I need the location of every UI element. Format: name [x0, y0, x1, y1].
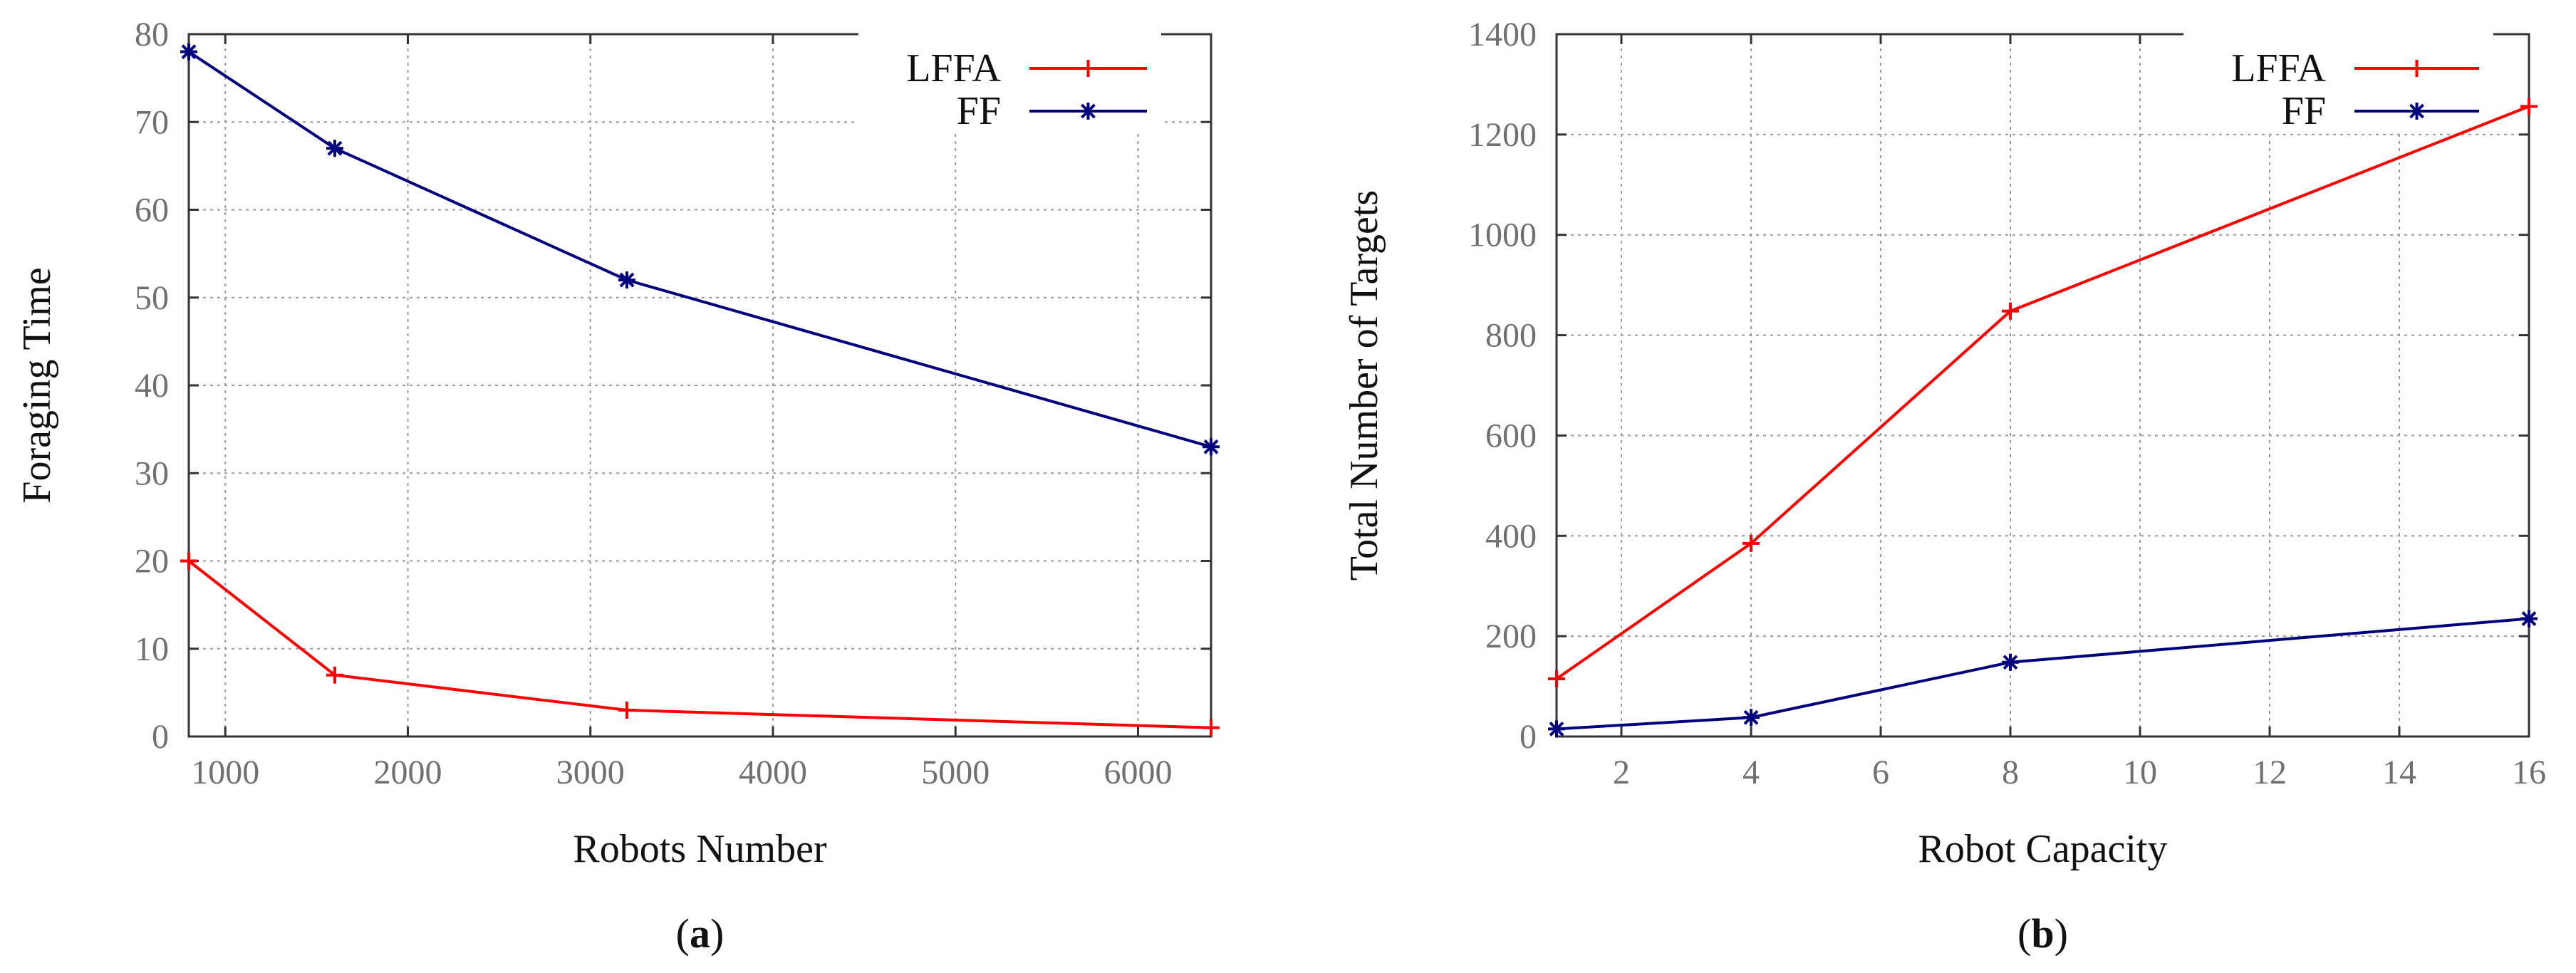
data-point-ff [1743, 709, 1760, 727]
series-ff [1548, 610, 2538, 738]
x-tick-label: 14 [2382, 754, 2416, 791]
series-line-ff [187, 50, 1212, 449]
legend-label-lffa: LFFA [906, 46, 1001, 90]
data-point-ff [2002, 653, 2019, 671]
x-tick-label: 8 [2002, 754, 2019, 791]
y-tick-label: 800 [1485, 317, 1537, 355]
y-tick-label: 20 [135, 543, 169, 581]
legend-label-ff: FF [2282, 89, 2326, 133]
x-axis-label: Robots Number [573, 827, 827, 871]
y-axis-label: Foraging Time [15, 267, 59, 503]
y-tick-label: 80 [135, 16, 169, 53]
data-point-ff [1203, 438, 1220, 456]
x-tick-label: 1000 [191, 754, 259, 791]
x-tick-label: 5000 [921, 754, 990, 791]
x-tick-label: 6000 [1104, 754, 1173, 791]
y-tick-label: 1000 [1468, 217, 1537, 254]
y-tick-label: 30 [135, 454, 169, 492]
data-point-ff [618, 271, 635, 289]
panel-label: (a) [676, 910, 724, 957]
legend-label-lffa: LFFA [2231, 46, 2326, 90]
y-tick-label: 0 [152, 718, 169, 756]
data-point-lffa [326, 666, 343, 684]
y-tick-label: 60 [135, 192, 169, 229]
legend-marker-ff [2408, 103, 2426, 120]
chart-panel-b: 2 4 6 8 10 12 14 16 0 200 400 600 800 1000 1200 1400 Rob… [1342, 16, 2546, 957]
legend-background [2183, 31, 2493, 131]
y-tick-label: 400 [1485, 517, 1537, 555]
series-ff [180, 43, 1220, 456]
x-tick-label: 4 [1743, 754, 1760, 791]
panel-label-open: ( [676, 910, 690, 957]
series-lffa [180, 552, 1220, 737]
x-tick-label: 12 [2253, 754, 2287, 791]
y-axis-label: Total Number of Targets [1342, 190, 1386, 581]
x-axis-label: Robot Capacity [1918, 827, 2168, 871]
plot-frame [1555, 33, 2530, 738]
data-point-lffa [2520, 98, 2538, 115]
panel-label: (b) [2017, 910, 2068, 957]
data-point-ff [1548, 720, 1565, 738]
data-point-lffa [2002, 302, 2019, 320]
legend-marker-ff [1079, 103, 1097, 120]
plot-frame [187, 33, 1212, 738]
series-lffa [1548, 98, 2538, 688]
x-tick-label: 10 [2123, 754, 2157, 791]
legend-background [858, 31, 1161, 131]
y-tick-label: 1200 [1468, 116, 1537, 154]
data-point-lffa [1743, 534, 1760, 552]
data-point-ff [2520, 610, 2538, 628]
series-line-lffa [1555, 105, 2530, 680]
y-tick-label: 0 [1520, 718, 1537, 756]
data-point-lffa [618, 702, 635, 719]
legend-marker-lffa [2408, 60, 2426, 77]
y-tick-label: 40 [135, 367, 169, 405]
panel-label-letter: b [2031, 910, 2054, 957]
y-tick-label: 70 [135, 103, 169, 141]
x-tick-label: 2000 [374, 754, 442, 791]
x-tick-label: 2 [1613, 754, 1630, 791]
data-point-lffa [1548, 670, 1565, 688]
x-tick-label: 3000 [556, 754, 625, 791]
series-line-lffa [187, 559, 1212, 729]
x-tick-label: 6 [1872, 754, 1889, 791]
data-point-ff [326, 140, 343, 157]
x-tick-label: 16 [2512, 754, 2546, 791]
data-point-lffa [180, 552, 197, 570]
panel-label-close: ) [710, 910, 724, 957]
y-tick-label: 600 [1485, 417, 1537, 454]
panel-label-close: ) [2055, 910, 2068, 957]
data-point-ff [180, 43, 197, 61]
series-line-ff [1556, 617, 2530, 731]
y-tick-label: 50 [135, 279, 169, 317]
y-tick-label: 1400 [1468, 16, 1537, 53]
legend-marker-lffa [1079, 60, 1097, 77]
data-point-lffa [1203, 719, 1220, 737]
y-tick-label: 200 [1485, 618, 1537, 655]
panel-label-letter: a [690, 910, 710, 957]
legend-label-ff: FF [957, 89, 1001, 133]
x-tick-label: 4000 [739, 754, 807, 791]
chart-panel-a: 1000 2000 3000 4000 5000 6000 0 10 20 30 40 50 60 70 8… [15, 16, 1220, 957]
y-tick-label: 10 [135, 630, 169, 668]
panel-label-open: ( [2017, 910, 2031, 957]
